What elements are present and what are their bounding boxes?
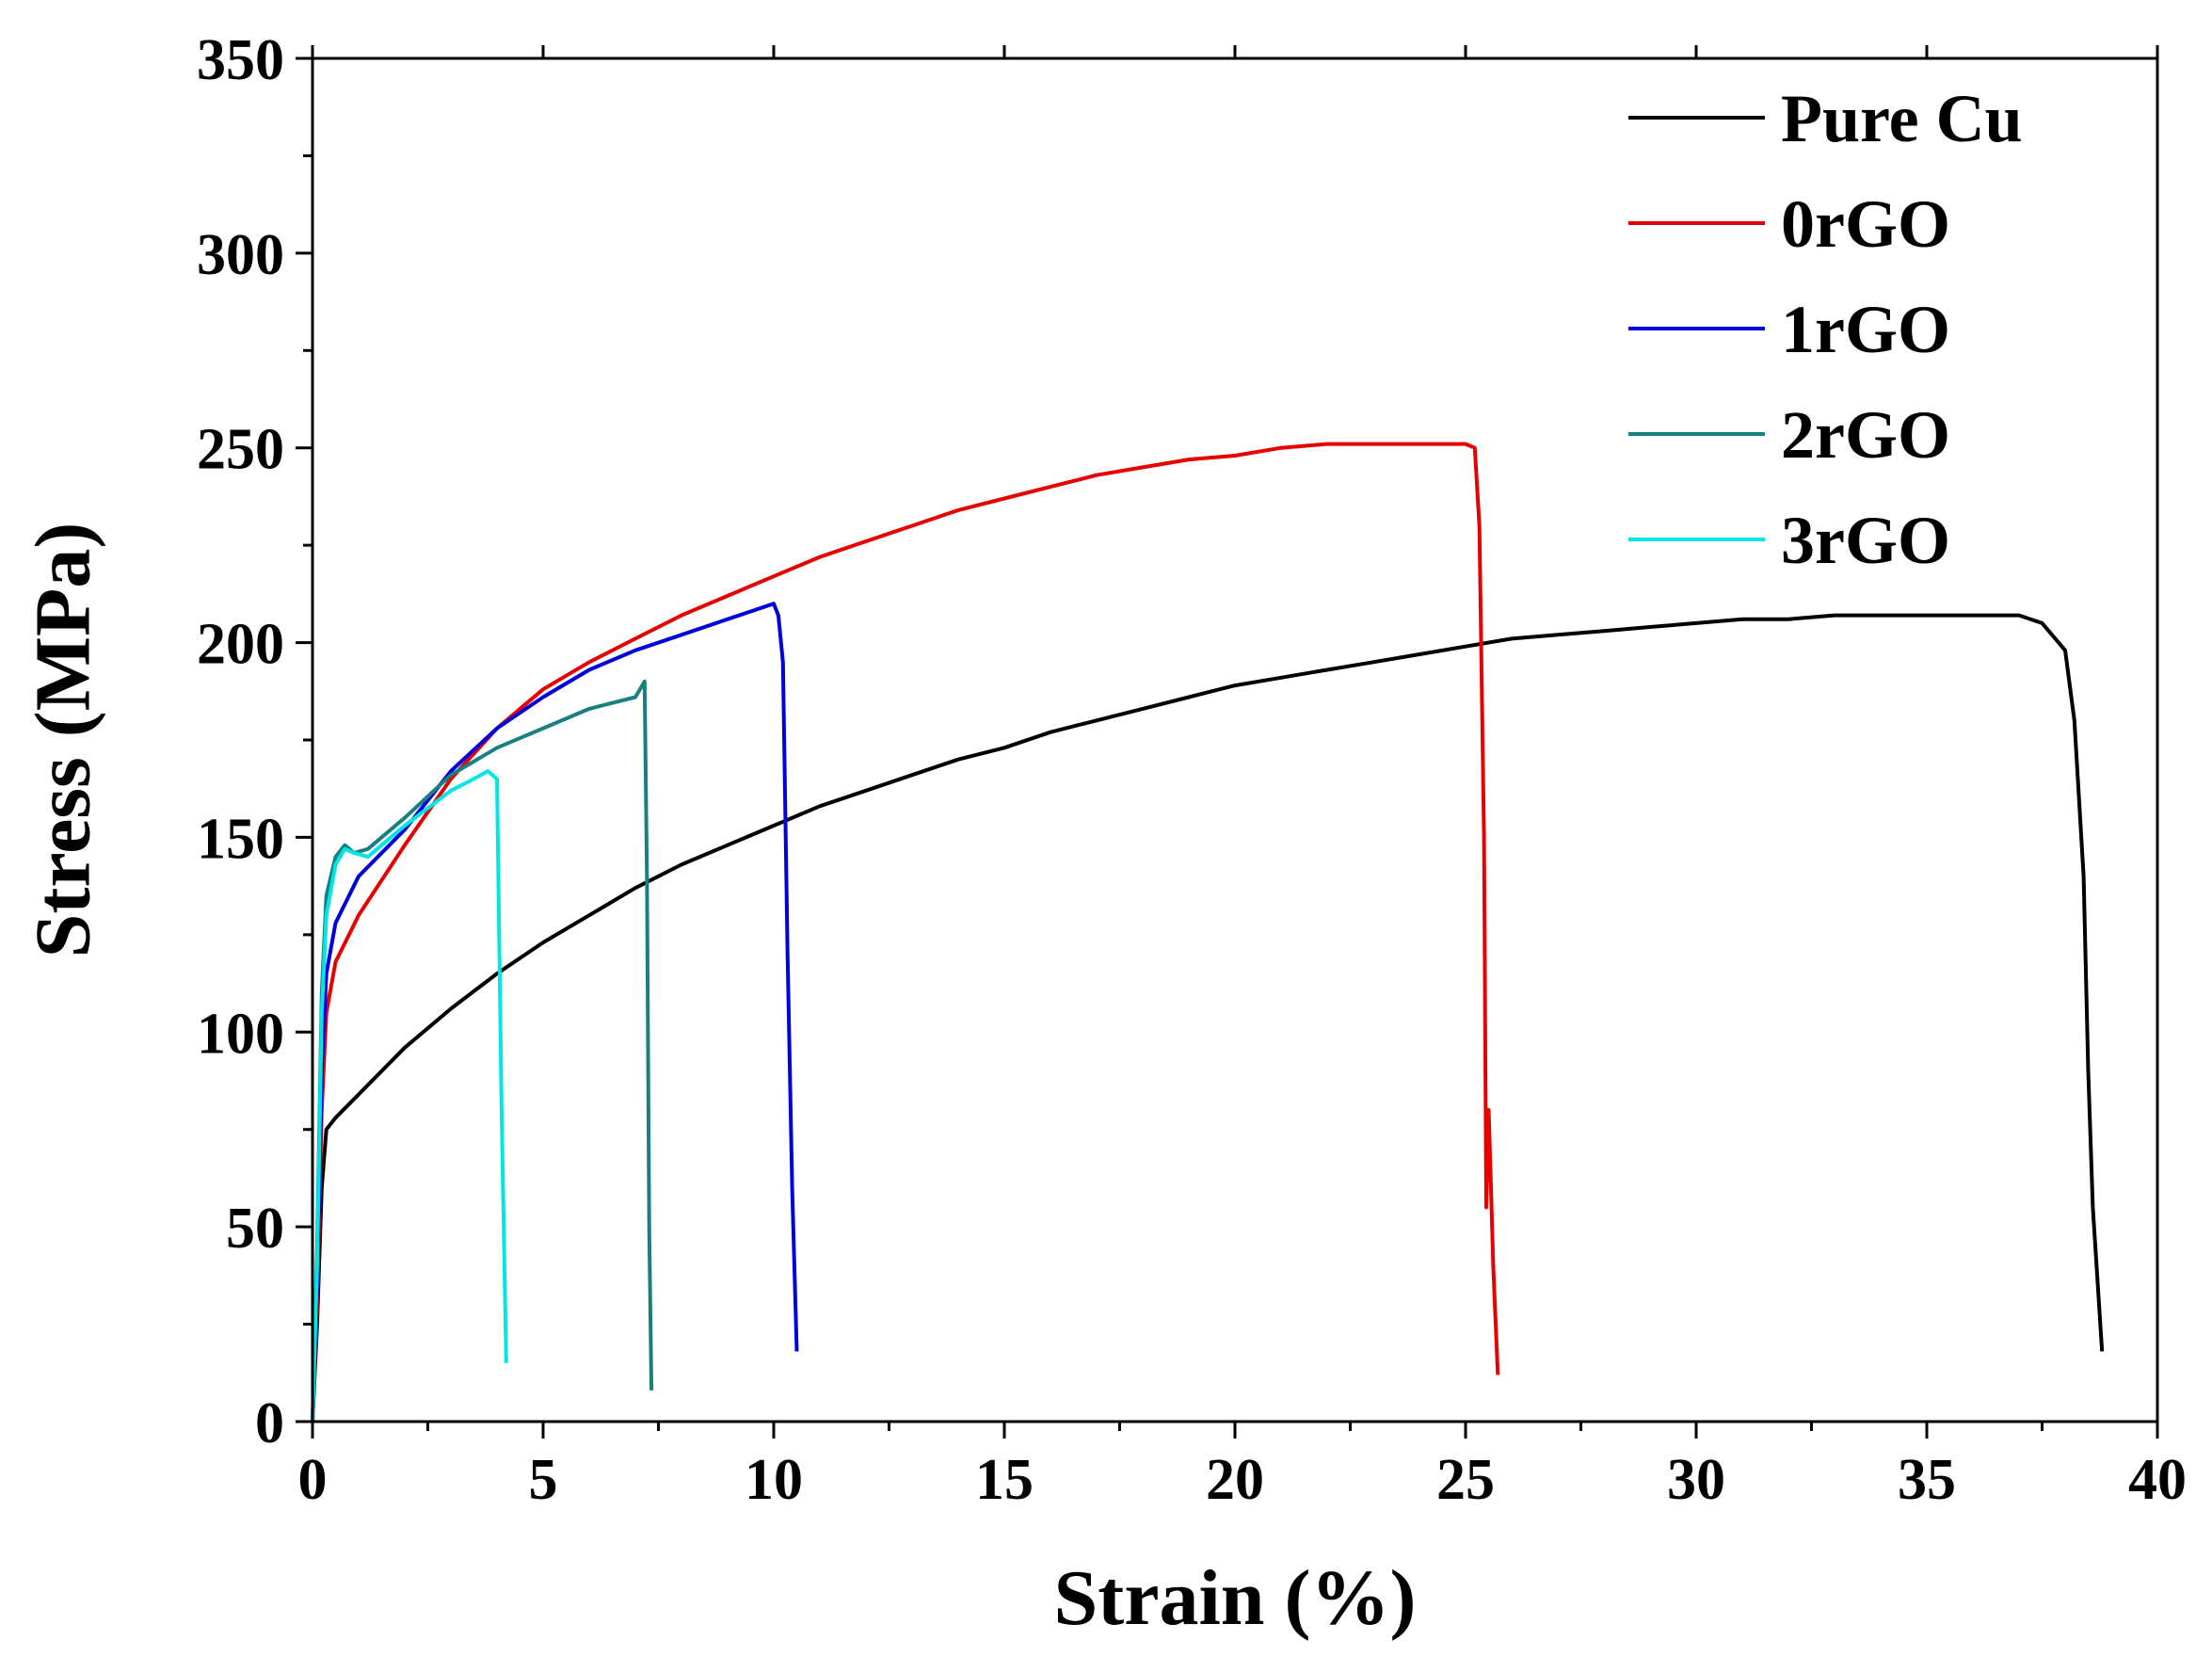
x-tick-label: 10 — [745, 1448, 803, 1512]
series-line-pure-cu — [311, 613, 2105, 1423]
y-tick-label: 50 — [226, 1197, 284, 1261]
x-tick-label: 0 — [298, 1448, 328, 1512]
legend-label: Pure Cu — [1781, 81, 2023, 156]
x-tick-label: 15 — [975, 1448, 1034, 1512]
y-tick-label: 0 — [255, 1391, 284, 1455]
x-axis-title: Strain (%) — [1054, 1554, 1417, 1642]
series-line-2rgo — [311, 679, 654, 1423]
legend-label: 1rGO — [1781, 292, 1950, 367]
legend-label: 2rGO — [1781, 397, 1950, 473]
x-tick-label: 30 — [1667, 1448, 1725, 1512]
y-tick-label: 300 — [197, 223, 284, 287]
series-line-0rgo — [311, 442, 1500, 1423]
plot-area-frame — [311, 56, 2159, 1423]
legend: Pure Cu 0rGO 1rGO 2rGO 3rGO — [1628, 81, 2023, 578]
x-tick-label: 25 — [1436, 1448, 1495, 1512]
series-line-3rgo — [311, 769, 508, 1423]
y-tick-label: 350 — [197, 28, 284, 92]
legend-label: 3rGO — [1781, 503, 1950, 578]
x-tick-label: 5 — [529, 1448, 558, 1512]
x-tick-label: 40 — [2128, 1448, 2187, 1512]
x-tick-label: 20 — [1206, 1448, 1264, 1512]
y-tick-label: 200 — [197, 613, 284, 677]
axis-layer: 0 5 10 15 20 25 30 35 40 0 50 100 150 200 250 300 350 — [197, 28, 2187, 1512]
y-tick-label: 150 — [197, 807, 284, 871]
x-tick-label: 35 — [1898, 1448, 1956, 1512]
series-line-1rgo — [311, 602, 799, 1423]
y-axis-title: Stress (MPa) — [19, 522, 106, 958]
y-tick-label: 250 — [197, 418, 284, 482]
y-tick-label: 100 — [197, 1002, 284, 1066]
series-layer — [311, 442, 2105, 1423]
legend-label: 0rGO — [1781, 186, 1950, 262]
